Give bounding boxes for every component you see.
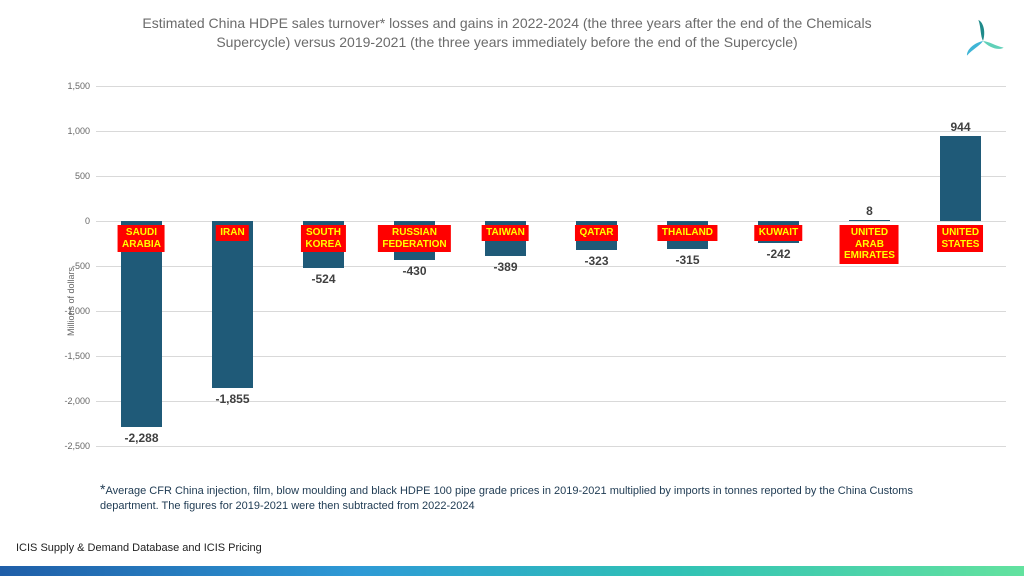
bar-value: -2,288 (124, 431, 158, 445)
y-tick: 500 (56, 171, 90, 181)
bar-category-label: UNITED ARAB EMIRATES (840, 225, 899, 264)
bar: -524 SOUTH KOREA (303, 86, 344, 446)
bar-chart: Millions of dollars -2,500-2,000-1,500-1… (56, 86, 1006, 466)
bar: -323 QATAR (576, 86, 617, 446)
bar-value: -242 (766, 247, 790, 261)
bar-value: -524 (311, 272, 335, 286)
bar-category-label: THAILAND (658, 225, 717, 241)
brand-logo (960, 18, 1006, 64)
y-tick: -500 (56, 261, 90, 271)
bar-category-label: UNITED STATES (938, 225, 984, 252)
chart-title: Estimated China HDPE sales turnover* los… (110, 14, 904, 52)
propeller-icon (960, 18, 1006, 64)
bar: -1,855 IRAN (212, 86, 253, 446)
bar: 8UNITED ARAB EMIRATES (849, 86, 890, 446)
bar-category-label: IRAN (216, 225, 248, 241)
bar-value: -1,855 (215, 392, 249, 406)
bar: -242 KUWAIT (758, 86, 799, 446)
bar-value: 944 (950, 120, 970, 134)
bar-category-label: KUWAIT (755, 225, 802, 241)
bar: -315THAILAND (667, 86, 708, 446)
bar-value: -315 (675, 253, 699, 267)
brand-stripe (0, 566, 1024, 576)
bar-category-label: SAUDI ARABIA (118, 225, 165, 252)
y-tick: -2,000 (56, 396, 90, 406)
bar-value: -430 (402, 264, 426, 278)
bar: -389 TAIWAN (485, 86, 526, 446)
bar-rect (849, 220, 890, 221)
chart-page: Estimated China HDPE sales turnover* los… (0, 0, 1024, 576)
y-tick: -1,000 (56, 306, 90, 316)
bar-rect (212, 221, 253, 388)
bar-rect (940, 136, 981, 221)
source-attribution: ICIS Supply & Demand Database and ICIS P… (16, 542, 262, 554)
y-tick: 1,500 (56, 81, 90, 91)
y-axis-label: Millions of dollars (66, 267, 76, 336)
footnote: *Average CFR China injection, film, blow… (100, 480, 964, 514)
bar-value: -323 (584, 254, 608, 268)
plot-area: -2,500-2,000-1,500-1,000-50005001,0001,5… (96, 86, 1006, 446)
bar-category-label: RUSSIAN FEDERATION (378, 225, 450, 252)
bar-category-label: SOUTH KOREA (301, 225, 345, 252)
gridline (96, 446, 1006, 447)
bar-category-label: TAIWAN (482, 225, 529, 241)
y-tick: 0 (56, 216, 90, 226)
y-tick: -2,500 (56, 441, 90, 451)
bar-value: 8 (866, 204, 873, 218)
bar-category-label: QATAR (575, 225, 617, 241)
bar: -430RUSSIAN FEDERATION (394, 86, 435, 446)
bar: -2,288 SAUDI ARABIA (121, 86, 162, 446)
footnote-text: Average CFR China injection, film, blow … (100, 485, 913, 512)
bar-value: -389 (493, 260, 517, 274)
bar: 944 UNITED STATES (940, 86, 981, 446)
y-tick: 1,000 (56, 126, 90, 136)
y-tick: -1,500 (56, 351, 90, 361)
